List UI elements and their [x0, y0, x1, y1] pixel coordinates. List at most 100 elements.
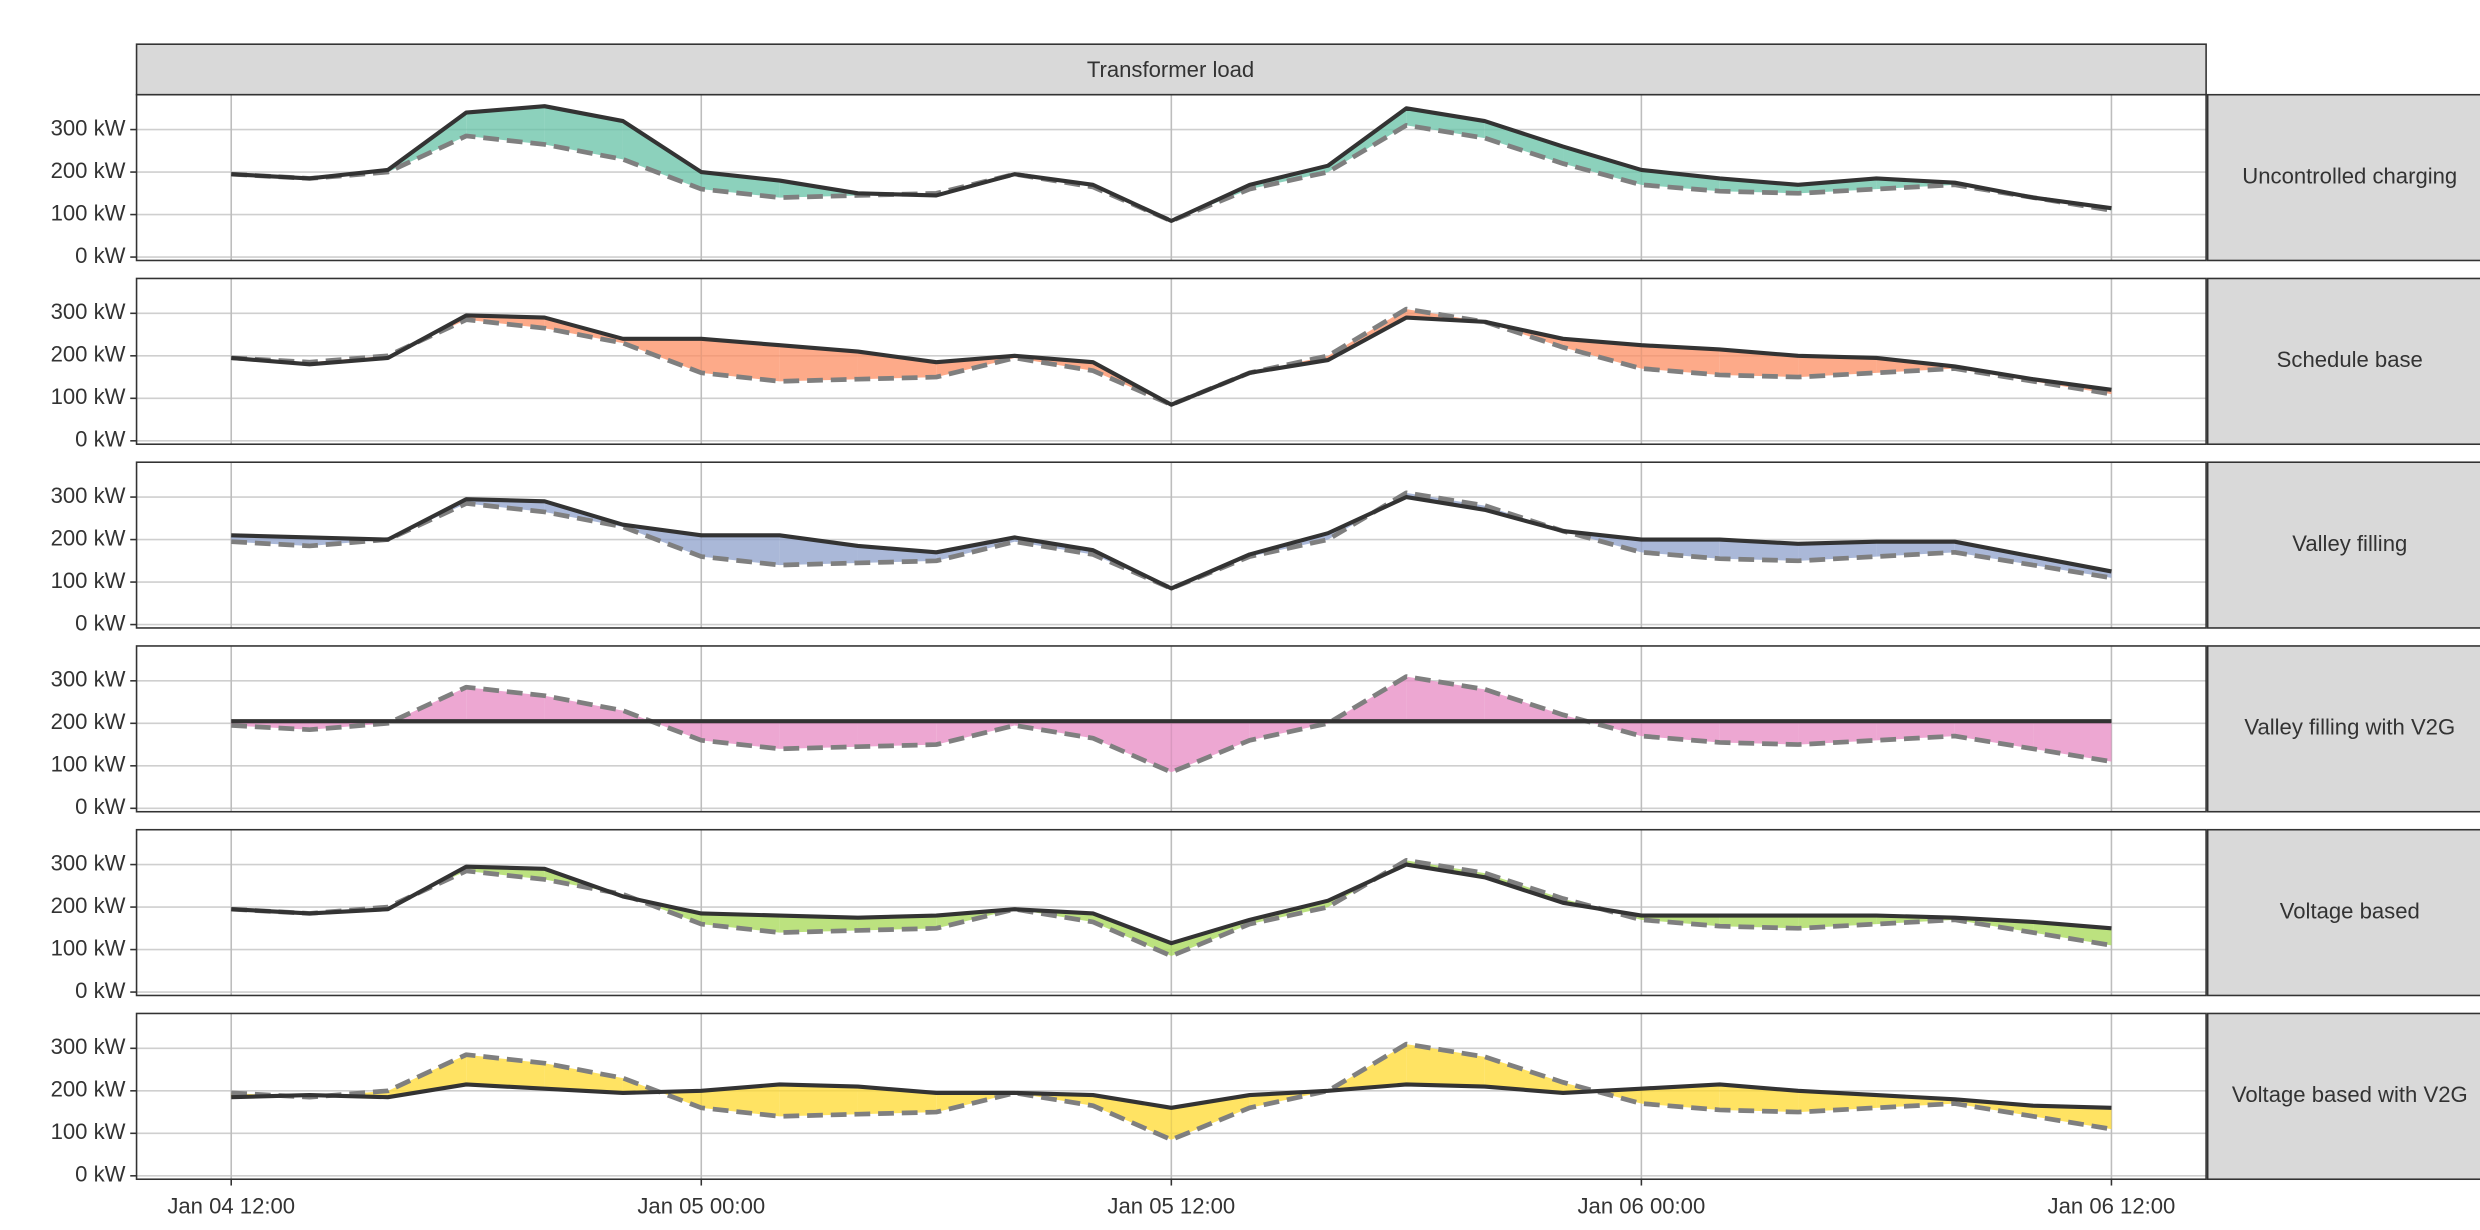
panel-label: Uncontrolled charging — [2242, 163, 2457, 188]
series-line — [231, 313, 2112, 407]
y-tick-label: 100 kW — [51, 1119, 126, 1144]
ribbon — [779, 1084, 858, 1117]
y-tick-label: 200 kW — [51, 709, 126, 734]
ribbon — [1641, 539, 1720, 559]
panel-border — [135, 1012, 2207, 1181]
ribbon — [544, 695, 623, 722]
panel-label: Valley filling with V2G — [2244, 715, 2455, 740]
panel-border — [135, 277, 2207, 446]
ribbon — [1798, 721, 1877, 745]
y-tick-label: 300 kW — [51, 1034, 126, 1059]
y-tick-label: 200 kW — [51, 1077, 126, 1102]
panel-label: Voltage based with V2G — [2232, 1082, 2468, 1107]
ribbon — [1641, 1084, 1720, 1110]
ribbon — [1954, 541, 2034, 566]
series-line — [231, 1082, 2112, 1110]
ribbon — [544, 1063, 623, 1093]
ribbon — [466, 1054, 545, 1089]
ribbon — [779, 721, 858, 749]
ribbon — [1719, 349, 1799, 378]
series-line — [231, 862, 2112, 946]
ribbon — [779, 535, 858, 566]
panel-border — [135, 645, 2207, 813]
ribbon — [857, 545, 937, 563]
series-line — [231, 1041, 2112, 1143]
panel-border — [135, 461, 2207, 629]
series-line — [231, 674, 2112, 775]
y-tick-label: 200 kW — [51, 158, 126, 183]
series-line — [231, 306, 2112, 408]
x-tick-label: Jan 05 00:00 — [637, 1193, 765, 1218]
ribbon — [936, 1092, 1015, 1113]
x-tick-label: Jan 04 12:00 — [167, 1193, 295, 1218]
y-tick-label: 0 kW — [75, 794, 125, 819]
title-strip — [135, 43, 2207, 96]
x-tick-label: Jan 05 12:00 — [1107, 1193, 1235, 1218]
ribbon — [466, 106, 545, 145]
y-tick-label: 200 kW — [51, 342, 126, 367]
ribbon — [701, 913, 780, 933]
series-line — [231, 490, 2112, 591]
x-tick-label: Jan 06 12:00 — [2048, 1193, 2176, 1218]
ribbon — [1719, 721, 1799, 745]
panel-strip — [2206, 93, 2480, 262]
y-tick-label: 100 kW — [51, 384, 126, 409]
ribbon — [779, 915, 858, 933]
ribbon — [1563, 146, 1642, 185]
series-line — [231, 495, 2112, 591]
panel-label: Valley filling — [2292, 531, 2407, 556]
ribbon — [1484, 1056, 1564, 1093]
ribbon — [1641, 345, 1720, 375]
ribbon — [857, 351, 937, 380]
ribbon — [1171, 721, 1250, 773]
y-tick-label: 0 kW — [75, 427, 125, 452]
y-tick-label: 0 kW — [75, 978, 125, 1003]
y-tick-label: 0 kW — [75, 1162, 125, 1187]
y-tick-label: 300 kW — [51, 667, 126, 692]
ribbon — [1719, 539, 1799, 561]
y-tick-label: 100 kW — [51, 200, 126, 225]
ribbon — [1876, 1095, 1955, 1108]
ribbon — [1328, 676, 1407, 724]
ribbon — [466, 687, 545, 722]
ribbon — [2033, 1105, 2112, 1130]
y-tick-label: 100 kW — [51, 568, 126, 593]
panel-strip — [2206, 277, 2480, 446]
panel-border — [135, 828, 2207, 997]
ribbon — [1092, 913, 1172, 956]
x-tick-label: Jan 06 00:00 — [1578, 1193, 1706, 1218]
ribbon — [857, 1086, 937, 1115]
ribbon — [1484, 121, 1564, 164]
y-tick-label: 300 kW — [51, 299, 126, 324]
y-tick-label: 300 kW — [51, 115, 126, 140]
ribbon — [1641, 721, 1720, 743]
y-tick-label: 300 kW — [51, 483, 126, 508]
ribbon — [1719, 1084, 1799, 1113]
y-tick-label: 0 kW — [75, 610, 125, 635]
ribbon — [701, 338, 780, 382]
ribbon — [1641, 169, 1720, 192]
figure-title: Transformer load — [1087, 57, 1254, 82]
panel-strip — [2206, 461, 2480, 629]
y-tick-label: 100 kW — [51, 935, 126, 960]
ribbon — [1092, 721, 1172, 773]
ribbon — [1954, 721, 2034, 749]
ribbon — [622, 121, 702, 190]
y-tick-label: 200 kW — [51, 525, 126, 550]
panel-label: Voltage based — [2280, 898, 2420, 923]
panel-strip — [2206, 645, 2480, 813]
y-tick-label: 200 kW — [51, 893, 126, 918]
series-line — [231, 857, 2112, 959]
panel-border — [135, 93, 2207, 262]
panel-strip — [2206, 828, 2480, 997]
ribbon — [779, 345, 858, 382]
ribbon — [1484, 689, 1564, 722]
panel-strip — [2206, 1012, 2480, 1181]
ribbon — [857, 721, 937, 747]
panel-label: Schedule base — [2277, 347, 2423, 372]
y-tick-label: 0 kW — [75, 243, 125, 268]
ribbon — [1406, 108, 1485, 139]
y-tick-label: 300 kW — [51, 850, 126, 875]
